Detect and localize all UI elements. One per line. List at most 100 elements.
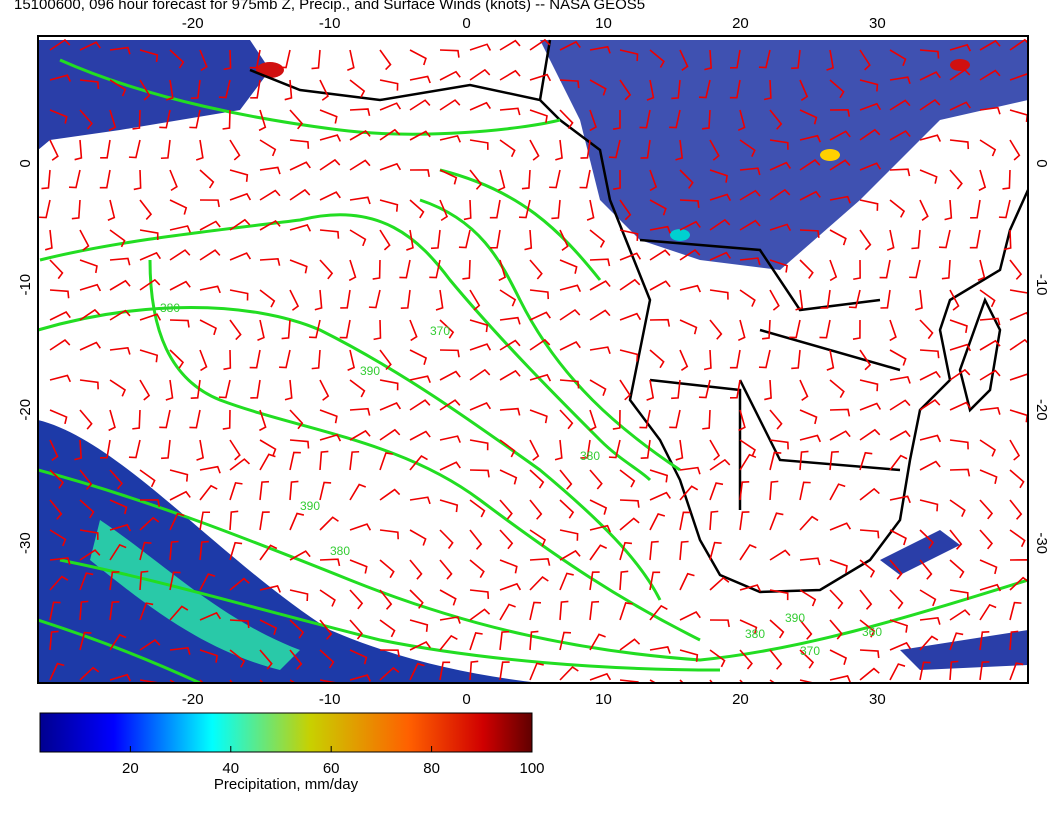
wind-barb [619,679,639,683]
wind-barb [559,259,578,274]
wind-barb [791,349,801,370]
wind-barb [79,529,99,540]
wind-barb [109,523,132,532]
wind-barb [889,130,911,141]
wind-barb [919,398,941,411]
wind-barb [169,225,191,233]
wind-barb [79,79,100,89]
wind-barb [49,109,68,124]
wind-barb [379,349,392,371]
wind-barb [762,319,771,340]
wind-barb [169,571,181,591]
wind-barb [529,109,548,123]
wind-barb [469,632,483,651]
lon-tick-label: 0 [462,691,470,708]
wind-barb [319,229,340,239]
wind-barb [979,69,1001,81]
wind-barb [469,343,492,351]
wind-barb [589,524,612,533]
wind-barb [190,379,201,399]
wind-barb [679,466,701,475]
wind-barb [259,453,276,471]
wind-barb [559,666,579,681]
contour-label: 380 [160,301,180,315]
wind-barb [949,660,959,681]
wind-barb [435,289,444,311]
wind-barb [859,199,879,211]
wind-barb [249,49,261,69]
wind-barb [789,319,801,339]
wind-barb [108,409,116,432]
wind-barb [829,109,851,117]
wind-barb [529,338,551,351]
wind-barb [529,289,550,300]
wind-barb [829,649,848,666]
wind-barb [289,409,304,430]
wind-barb [702,409,711,430]
wind-barb [229,289,249,301]
wind-barb [259,649,273,670]
wind-barb [979,583,1002,592]
wind-barb [199,249,221,261]
wind-barb [499,469,518,485]
wind-barb [79,283,102,292]
wind-barb [589,109,597,132]
wind-barb [649,169,658,192]
lat-tick-label: -20 [1033,399,1050,421]
wind-barb [139,349,159,363]
wind-barb [1009,499,1023,520]
wind-barb [128,439,141,459]
wind-barb [886,229,895,251]
wind-barb [639,109,651,129]
wind-barb [289,188,311,201]
wind-barb [289,161,311,171]
height-contours [38,58,1028,683]
wind-barb [859,102,882,111]
wind-barb [439,529,454,549]
lon-tick-label: 30 [869,15,886,32]
wind-barb [889,589,904,610]
colorbar-label: Precipitation, mm/day [214,776,359,793]
wind-barb [109,229,126,248]
wind-barb [439,634,458,651]
wind-barb [379,79,399,91]
wind-barb [409,589,424,609]
wind-barb [289,589,309,602]
wind-barb [619,602,633,621]
wind-barb [229,139,241,161]
wind-barb [229,541,243,561]
wind-barb [613,169,621,191]
wind-barb [499,529,514,550]
wind-barb [469,469,490,478]
wind-barb [499,559,518,574]
wind-barb [319,409,338,424]
wind-barb [259,166,281,175]
wind-barb [829,379,845,398]
wind-barb [758,349,771,369]
wind-barb [100,139,111,159]
wind-barb [218,79,231,99]
wind-barb [799,679,817,683]
wind-barb [409,662,425,681]
wind-barb [649,280,671,291]
wind-barb [949,319,968,333]
wind-barb [319,158,341,171]
wind-barb [589,258,611,267]
wind-barb [979,369,1001,381]
contour-label: 380 [330,544,350,558]
colorbar-ticks: 20 40 60 80 100 [122,746,545,777]
map-frame [37,35,1029,684]
wind-barb [679,540,689,561]
wind-barb [439,319,455,339]
contour-label: 390 [785,611,805,625]
wind-barb [229,252,252,261]
wind-barb [769,161,792,171]
wind-barb [649,646,671,654]
wind-barb [889,619,908,633]
wind-barb [649,540,659,561]
wind-barb [949,499,966,517]
wind-barb [709,139,720,161]
wind-barb [499,407,521,416]
wind-barb [649,349,665,369]
wind-barb [399,259,411,279]
